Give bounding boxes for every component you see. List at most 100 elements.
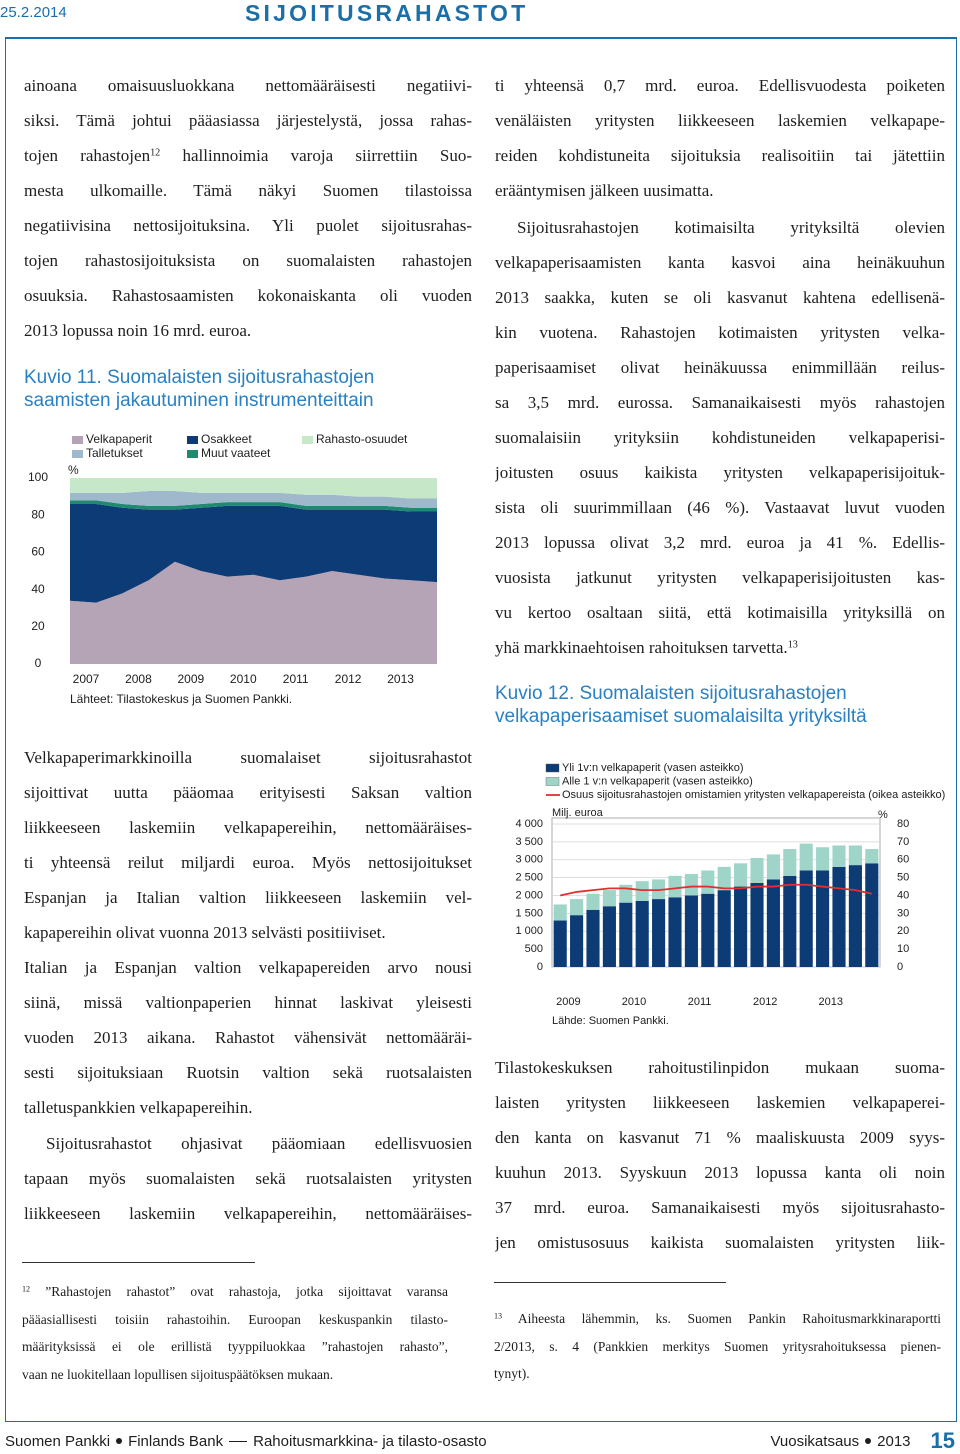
footer-left: Suomen Pankki Finlands Bank Rahoitusmark… (5, 1430, 487, 1452)
text-span: tojen rahastojen (24, 145, 151, 165)
y-unit: % (68, 463, 79, 477)
text-line: laisten yritysten liikkeeseen laskemien … (495, 1092, 945, 1112)
y-tick-label: 4 000 (515, 818, 543, 830)
bar (668, 875, 682, 898)
y-tick-label: 20 (31, 619, 45, 633)
text-line: kin vuotena. Rahastojen kotimaisten yrit… (495, 322, 945, 342)
y-tick-label: 1 000 (515, 925, 543, 937)
footer-publisher: Suomen Pankki (5, 1432, 111, 1450)
y-tick-label: 1 500 (515, 907, 543, 919)
bar (783, 849, 797, 876)
bar (570, 899, 584, 916)
legend-label: Yli 1v:n velkapaperit (vasen asteikko) (562, 762, 744, 774)
footer-publication: Vuosikatsaus (770, 1432, 860, 1450)
text-line: vuosista jatkunut yritysten velkapaperis… (495, 567, 945, 587)
x-tick-label: 2013 (387, 672, 414, 686)
text-line: liikkeeseen laskemiin velkapapereihin, n… (24, 1203, 472, 1223)
x-tick-label: 2009 (556, 996, 580, 1008)
bar (750, 882, 764, 967)
text-line: Italian ja Espanjan valtion velkapaperei… (24, 957, 472, 977)
text-line: Sijoitusrahastot ohjasivat pääomiaan ede… (46, 1133, 472, 1153)
text-line: kapapereihin olivat vuonna 2013 selvästi… (24, 922, 386, 942)
bar (668, 897, 682, 967)
bar (602, 906, 616, 967)
bar (816, 870, 830, 967)
footnote-rule (22, 1262, 255, 1263)
footnote-rule (494, 1282, 726, 1283)
y2-tick-label: 50 (897, 872, 909, 884)
area (70, 491, 437, 508)
y-tick-label: 60 (31, 545, 45, 559)
bar (750, 857, 764, 883)
bar (602, 890, 616, 907)
bar (717, 866, 731, 891)
x-tick-label: 2012 (753, 996, 777, 1008)
legend-label: Velkapaperit (86, 432, 153, 446)
footer-year: 2013 (877, 1432, 911, 1450)
bar (832, 845, 846, 867)
y2-tick-label: 0 (897, 961, 903, 973)
bar (684, 895, 698, 967)
legend-label: Rahasto-osuudet (316, 432, 408, 446)
page-number: 15 (930, 1428, 955, 1453)
plot-frame (551, 817, 881, 968)
y2-tick-label: 10 (897, 943, 909, 955)
bar (619, 902, 633, 967)
figure-title: Kuvio 11. Suomalaisten sijoitusrahastoje… (24, 367, 375, 411)
text-line: sesti sijoituksiaan Ruotsin valtion sekä… (24, 1062, 472, 1082)
text-line: sa 3,5 mrd. eurossa. Samanaikaisesti myö… (495, 392, 945, 412)
legend-label: Muut vaateet (201, 446, 271, 460)
y-unit: Milj. euroa (552, 807, 604, 819)
text-line: velkapaperisaamisten kanta kasvoi aina h… (495, 252, 945, 272)
x-tick-label: 2008 (125, 672, 152, 686)
legend-label: Talletukset (86, 446, 143, 460)
y2-tick-label: 70 (897, 836, 909, 848)
text-line: määrityksissä ei ole erillistä tyyppiluo… (22, 1339, 448, 1355)
legend-label: Osakkeet (201, 432, 252, 446)
text-line: vaan ne luokitellaan lopullisen sijoitus… (22, 1367, 334, 1383)
footer-publisher-sv: Finlands Bank (128, 1432, 224, 1450)
source: Lähde: Suomen Pankki. (552, 1015, 669, 1027)
footnote-ref: 13 (787, 638, 798, 650)
bar (701, 893, 715, 967)
bullet (116, 1438, 123, 1444)
text-line: venäläisten yritysten liikkeeseen laskem… (495, 110, 945, 130)
line (560, 883, 872, 897)
text-line: ainoana omaisuusluokkana nettomääräisest… (24, 75, 472, 95)
legend-swatch (187, 436, 198, 444)
text-line: Sijoitusrahastojen kotimaisilta yrityksi… (517, 217, 945, 237)
x-tick-label: 2007 (73, 672, 100, 686)
bar (832, 866, 846, 967)
legend-label: Osuus sijoitusrahastojen omistamien yrit… (562, 789, 945, 801)
area (70, 478, 437, 499)
y2-tick-label: 20 (897, 925, 909, 937)
bar (734, 886, 748, 967)
text-span: hallinnoimia varoja siirrettiin Suo- (160, 145, 472, 165)
bar (816, 847, 830, 871)
text-line: 2013 saakka, kuten se oli kasvanut kahte… (495, 287, 945, 307)
bar (734, 863, 748, 887)
bar (701, 870, 715, 894)
bar (652, 899, 666, 967)
text-line: suomalaisiin yrityksiin kohdistuneiden v… (495, 427, 945, 447)
text-line: ti yhteensä reilut miljardi euroa. Myös … (24, 852, 472, 872)
y-tick-label: 40 (31, 582, 45, 596)
text-line: siinä, missä valtionpaperien hinnat lask… (24, 992, 472, 1012)
area (70, 500, 437, 512)
y2-tick-label: 80 (897, 818, 909, 830)
y-tick-label: 2 500 (515, 872, 543, 884)
text-span: yhä markkinaehtoisen rahoituksen tarvett… (495, 637, 788, 657)
legend-label: Alle 1 v:n velkapaperit (vasen asteikko) (562, 775, 753, 787)
bar (717, 890, 731, 967)
text-line: negatiivisina nettosijoituksina. Yli puo… (24, 215, 472, 235)
text-line: 2/2013, s. 4 (Pankkien merkitys Suomen y… (494, 1338, 941, 1354)
text-line: sijoittivat uutta pääomaa erityisesti Sa… (24, 782, 472, 802)
bar (766, 854, 780, 880)
bar (570, 915, 584, 967)
y-tick-label: 0 (35, 656, 42, 670)
text-line: liikkeeseen laskemiin velkapapereihin, n… (24, 817, 472, 837)
text-line: Velkapaperimarkkinoilla suomalaiset sijo… (24, 747, 472, 767)
footnote-ref: 13 (494, 1311, 503, 1321)
